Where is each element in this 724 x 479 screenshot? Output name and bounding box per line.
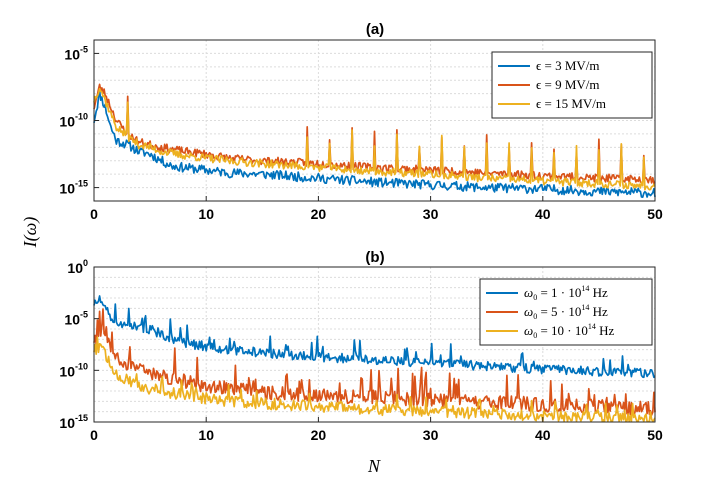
panel-a-legend-label-2: ϵ = 9 MV/m xyxy=(536,77,600,92)
panel-a-title: (a) xyxy=(366,21,384,38)
panel-a-y-tick-label: 10-15 xyxy=(59,179,88,197)
panel-b-legend-label-2: ω0 = 5 · 1014 Hz xyxy=(524,303,608,321)
panel-b-ticks: 0 10 20 30 40 50 100 10-5 10-10 10-15 xyxy=(59,258,663,443)
panel-a-series-line-3 xyxy=(93,87,656,191)
y-axis-label: I(ω) xyxy=(20,217,41,249)
panel-a-y-tick-label: 10-5 xyxy=(64,44,88,62)
panel-b-series xyxy=(93,295,656,423)
x-axis-label: N xyxy=(367,456,381,476)
panel-b-y-tick-label: 100 xyxy=(67,258,88,276)
panel-a-x-tick-label: 0 xyxy=(90,206,98,222)
panel-b-legend-label-1: ω0 = 1 · 1014 Hz xyxy=(524,284,608,302)
panel-b-y-tick-label: 10-5 xyxy=(64,310,88,328)
panel-b-series-line-3 xyxy=(93,336,656,423)
panel-b-x-tick-label: 10 xyxy=(198,427,214,443)
panel-b-frame xyxy=(93,266,656,423)
panel-a-x-tick-label: 40 xyxy=(535,206,551,222)
panel-b-y-tick-label: 10-10 xyxy=(59,361,88,379)
panel-b-x-tick-label: 0 xyxy=(90,427,98,443)
panel-a-series xyxy=(93,83,656,198)
panel-b: (b) 0 10 20 30 40 50 100 10-5 10-10 10-15 ω0 = 1 … xyxy=(59,249,663,443)
panel-a-y-tick-label: 10-10 xyxy=(59,112,88,130)
panel-a-x-tick-label: 50 xyxy=(647,206,663,222)
panel-b-title: (b) xyxy=(365,249,384,266)
panel-b-series-line-1 xyxy=(93,295,656,379)
panel-b-x-tick-label: 30 xyxy=(423,427,439,443)
panel-b-legend-label-3: ω0 = 10 · 1014 Hz xyxy=(524,322,614,340)
panel-b-x-tick-label: 40 xyxy=(535,427,551,443)
panel-a-legend: ϵ = 3 MV/m ϵ = 9 MV/m ϵ = 15 MV/m xyxy=(491,51,653,119)
panel-b-y-tick-label: 10-15 xyxy=(59,413,88,431)
panel-a: (a) 0 10 20 30 40 50 10-5 10-10 10-15 ϵ = 3 MV/m… xyxy=(59,21,663,222)
panel-b-x-tick-label: 50 xyxy=(647,427,663,443)
panel-b-series-line-2 xyxy=(93,308,656,416)
panel-a-legend-label-1: ϵ = 3 MV/m xyxy=(536,58,600,73)
panel-a-ticks: 0 10 20 30 40 50 10-5 10-10 10-15 xyxy=(59,44,663,222)
panel-a-x-tick-label: 20 xyxy=(311,206,327,222)
panel-a-series-line-1 xyxy=(93,89,656,198)
panel-a-x-tick-label: 10 xyxy=(198,206,214,222)
panel-b-x-tick-label: 20 xyxy=(311,427,327,443)
panel-a-x-tick-label: 30 xyxy=(423,206,439,222)
panel-a-legend-label-3: ϵ = 15 MV/m xyxy=(536,96,606,111)
panel-a-series-line-2 xyxy=(93,83,656,185)
